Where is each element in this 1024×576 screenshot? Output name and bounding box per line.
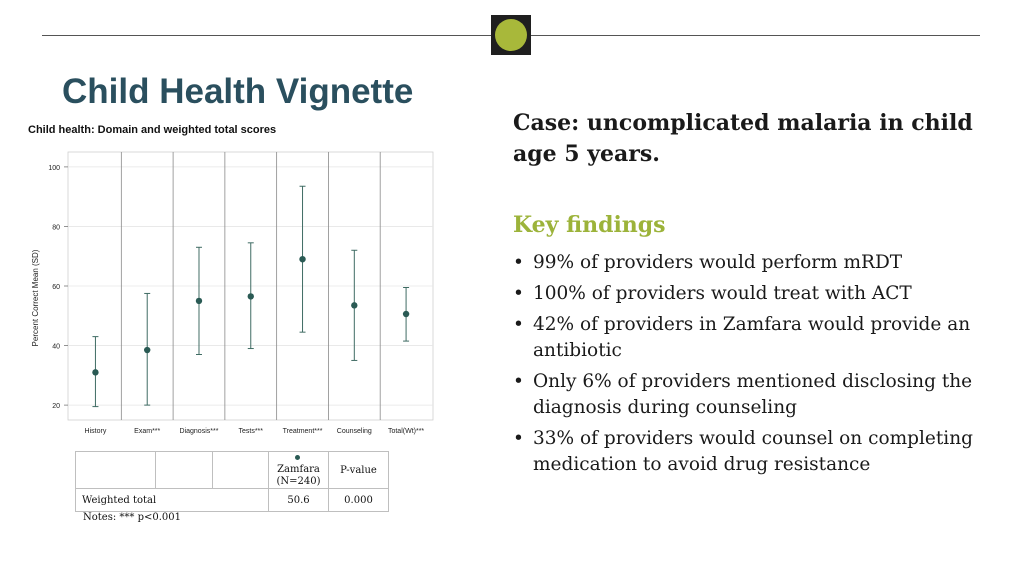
errorbar-layer [92,185,410,408]
legend-n: (N=240) [276,476,321,487]
finding-item: 42% of providers in Zamfara would provid… [513,312,983,364]
y-tick-label: 100 [48,165,60,172]
mean-point [351,302,358,309]
table-row-label: Weighted total [75,488,269,512]
table-header-empty [75,451,156,489]
table-header-empty [155,451,213,489]
y-tick-label: 40 [52,344,60,351]
mean-point [299,256,306,263]
mean-point [402,310,410,318]
x-tick-label: Diagnosis*** [180,428,219,435]
logo-dot-icon [491,15,531,55]
x-tick-label: Counseling [337,428,372,435]
chart-title: Child health: Domain and weighted total … [28,124,277,136]
y-tick-label: 20 [52,403,60,410]
y-axis-label: Percent Correct Mean (SD) [31,249,40,346]
table-notes: Notes: *** p<0.001 [83,512,181,523]
finding-item: 99% of providers would perform mRDT [513,250,983,276]
mean-point [247,293,254,300]
page-title: Child Health Vignette [62,72,414,111]
mean-point [144,346,151,354]
table-cell-value: 50.6 [268,488,329,512]
table-header-group: Zamfara (N=240) [268,451,329,489]
findings-list: 99% of providers would perform mRDT 100%… [513,250,983,483]
errorbar-chart: 20 40 60 80 100 History Exam*** Diagnosis*** Te… [31,151,434,435]
x-tick-layer: History Exam*** Diagnosis*** Tests*** Treatm… [85,428,425,435]
legend-label: Zamfara [277,464,320,475]
table-header-pvalue: P-value [328,451,389,489]
case-heading: Case: uncomplicated malaria in child age… [513,110,973,167]
finding-item: 100% of providers would treat with ACT [513,281,983,307]
divider-layer [120,152,381,420]
x-tick-label: History [85,428,107,435]
mean-point [195,297,203,305]
x-tick-label: Tests*** [239,428,264,435]
finding-item: 33% of providers would counsel on comple… [513,426,983,478]
x-tick-label: Treatment*** [283,428,323,435]
table-header-empty [212,451,269,489]
y-tick-label: 60 [52,284,60,291]
x-tick-label: Exam*** [134,428,160,435]
weighted-total-table: Zamfara (N=240) P-value Weighted total 5… [75,451,389,512]
mean-point [92,369,99,376]
findings-heading: Key findings [513,212,666,238]
table-cell-pvalue: 0.000 [328,488,389,512]
finding-item: Only 6% of providers mentioned disclosin… [513,369,983,421]
x-tick-label: Total(Wt)*** [388,428,424,435]
y-tick-label: 80 [52,224,60,231]
y-tick-layer: 20 40 60 80 100 [48,165,68,410]
legend-dot-icon [294,455,300,460]
